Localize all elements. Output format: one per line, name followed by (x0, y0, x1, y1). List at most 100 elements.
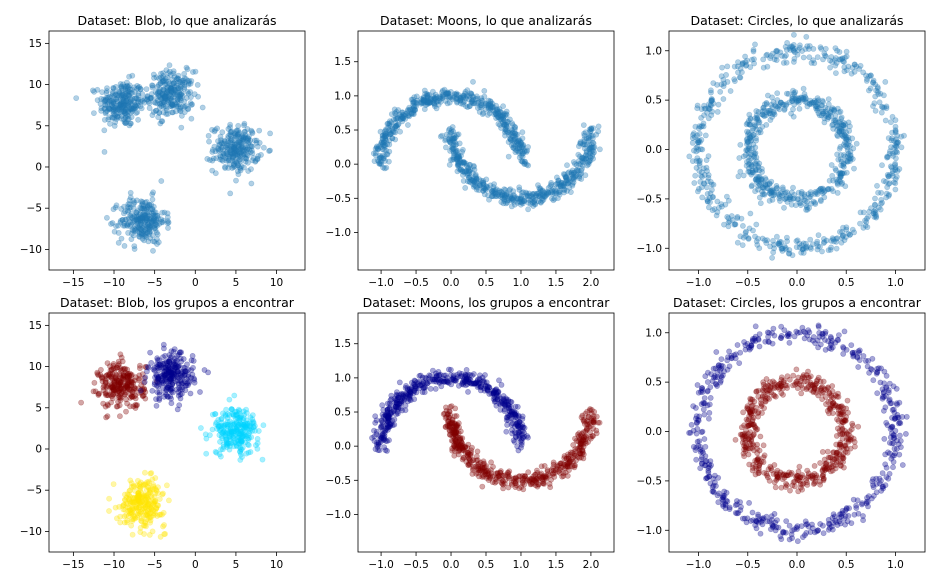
data-point (154, 97, 161, 104)
data-point (238, 143, 245, 149)
data-point (155, 239, 162, 246)
data-point (740, 234, 747, 241)
data-point (753, 221, 760, 228)
data-point (136, 365, 143, 372)
data-point (227, 132, 234, 139)
data-point (218, 144, 225, 151)
data-point (165, 93, 171, 100)
x-tick-label: −10 (103, 277, 125, 289)
data-point (541, 462, 548, 469)
chart-panel-3: Dataset: Circles, lo que analizarás−1.0−… (637, 13, 926, 289)
data-point (178, 124, 185, 131)
data-point (117, 519, 124, 526)
data-point (167, 87, 174, 93)
data-point (791, 31, 797, 38)
data-point (118, 109, 125, 116)
data-point (105, 105, 112, 111)
data-point (131, 95, 138, 102)
data-point (135, 496, 142, 502)
data-point (126, 104, 133, 111)
data-point (177, 104, 184, 111)
data-point (746, 168, 753, 175)
data-point (589, 433, 596, 439)
data-point (124, 89, 131, 96)
data-point (769, 94, 775, 101)
data-point (94, 86, 101, 93)
data-point (798, 194, 805, 201)
data-point (91, 88, 97, 95)
data-point (108, 93, 115, 100)
data-point (695, 139, 702, 145)
data-point (153, 74, 160, 81)
data-point (106, 97, 113, 104)
data-point (790, 113, 797, 120)
data-point (156, 110, 162, 116)
data-point (119, 216, 126, 223)
data-point (134, 83, 141, 89)
data-point (167, 101, 174, 107)
data-point (144, 94, 151, 100)
data-point (888, 144, 894, 151)
data-point (175, 94, 182, 101)
data-point (720, 96, 727, 102)
data-point (260, 422, 267, 429)
data-point (110, 100, 117, 107)
data-point (427, 385, 434, 392)
data-point (110, 111, 117, 117)
data-point (494, 396, 501, 403)
data-point (125, 207, 131, 214)
data-point (752, 41, 758, 48)
data-point (116, 89, 123, 96)
data-point (133, 104, 139, 110)
data-point (187, 100, 194, 106)
data-point (167, 71, 174, 78)
data-point (411, 396, 418, 403)
data-point (161, 94, 168, 101)
data-point (830, 117, 837, 124)
data-point (573, 167, 580, 174)
data-point (512, 403, 519, 410)
data-point (157, 94, 164, 101)
y-tick-label: 1.5 (334, 56, 351, 68)
data-point (122, 108, 129, 115)
data-point (734, 239, 741, 246)
data-point (112, 112, 118, 119)
data-point (113, 110, 120, 117)
data-point (760, 184, 766, 191)
data-point (737, 141, 744, 148)
data-point (101, 105, 108, 112)
data-point (215, 138, 221, 144)
data-point (112, 91, 119, 98)
data-point (120, 116, 127, 123)
y-tick-label: 1.0 (645, 45, 662, 57)
data-point (240, 139, 246, 146)
data-point (218, 139, 225, 146)
data-point (99, 89, 105, 95)
x-tick-label: 5 (233, 277, 240, 289)
data-point (703, 184, 710, 191)
data-point (112, 204, 119, 211)
data-point (110, 106, 117, 113)
data-point (223, 157, 230, 164)
data-point (506, 468, 513, 475)
data-point (519, 129, 526, 136)
data-point (121, 104, 128, 111)
data-point (597, 146, 603, 153)
data-point (118, 99, 125, 105)
data-point (174, 96, 181, 103)
data-point (145, 98, 152, 105)
data-point (814, 240, 820, 247)
data-point (111, 228, 118, 235)
data-point (453, 92, 460, 98)
data-point (215, 147, 222, 154)
data-point (118, 85, 125, 92)
data-point (175, 103, 181, 110)
data-point (159, 75, 166, 82)
data-point (834, 122, 841, 129)
data-point (837, 228, 843, 235)
data-point (379, 402, 386, 409)
data-point (506, 116, 513, 123)
data-point (507, 186, 514, 192)
data-point (104, 214, 110, 221)
data-point (166, 97, 173, 104)
